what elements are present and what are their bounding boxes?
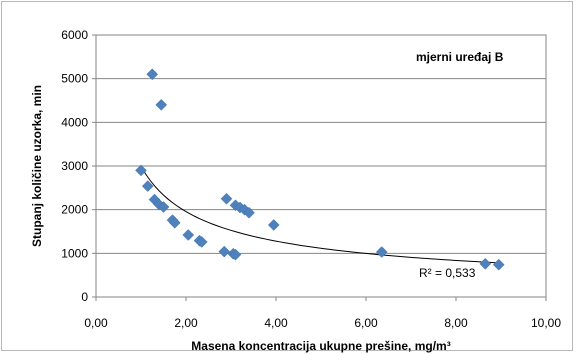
x-axis-title: Masena koncentracija ukupne prešine, mg/… xyxy=(191,339,450,353)
data-point xyxy=(195,236,208,248)
y-tick-label: 3000 xyxy=(61,159,88,173)
data-point xyxy=(492,258,505,271)
y-tick-label: 2000 xyxy=(61,203,88,217)
data-point xyxy=(168,216,181,229)
plot-area xyxy=(95,34,547,298)
y-tick-label: 0 xyxy=(81,290,88,304)
data-point xyxy=(135,164,147,177)
x-tick-label: 4,00 xyxy=(264,316,288,330)
x-tick-labels: 0,00 2,00 4,00 6,00 8,00 10,00 xyxy=(84,316,561,330)
y-tick-label: 5000 xyxy=(61,72,88,86)
data-point xyxy=(218,245,231,258)
y-tick-label: 4000 xyxy=(61,115,88,129)
data-point xyxy=(146,68,159,81)
r-squared-label: R² = 0,533 xyxy=(419,266,476,280)
x-tick-label: 8,00 xyxy=(444,316,468,330)
x-tick-label: 6,00 xyxy=(354,316,378,330)
chart-annotation: mjerni uređaj B xyxy=(416,50,504,64)
x-tick-label: 0,00 xyxy=(84,316,108,330)
data-points xyxy=(135,68,505,271)
data-point xyxy=(141,180,154,192)
x-tick-label: 10,00 xyxy=(531,316,561,330)
trendline xyxy=(140,166,499,264)
data-point xyxy=(220,192,233,205)
data-point xyxy=(229,248,242,261)
data-point xyxy=(155,99,168,111)
y-tick-label: 6000 xyxy=(61,28,88,42)
data-point xyxy=(243,206,255,219)
y-tick-labels: 0 1000 2000 3000 4000 5000 6000 xyxy=(61,28,88,304)
data-point xyxy=(157,201,170,213)
data-point xyxy=(182,229,195,241)
y-axis-title: Stupanj količine uzorka, min xyxy=(30,85,44,247)
data-point xyxy=(479,257,492,270)
x-tick-label: 2,00 xyxy=(174,316,198,330)
y-tick-label: 1000 xyxy=(61,246,88,260)
data-point xyxy=(375,246,388,258)
data-point xyxy=(267,219,280,231)
grid-lines xyxy=(92,34,547,301)
